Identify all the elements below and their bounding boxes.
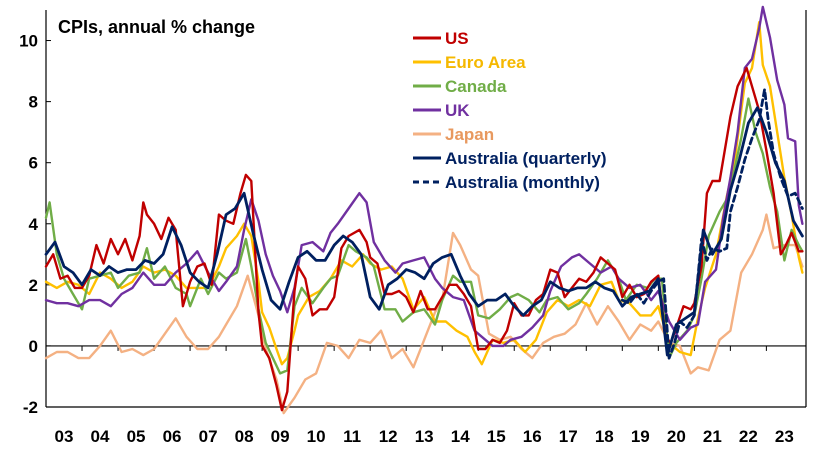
x-tick-label: 08 — [235, 427, 254, 446]
x-tick-label: 18 — [595, 427, 614, 446]
x-tick-label: 19 — [631, 427, 650, 446]
legend-label-euro-area: Euro Area — [445, 53, 526, 72]
y-tick-label: 4 — [29, 215, 39, 234]
series-line-japan — [44, 213, 804, 415]
legend-label-australia-quarterly: Australia (quarterly) — [445, 149, 607, 168]
x-tick-label: 11 — [343, 427, 361, 446]
x-tick-label: 03 — [55, 427, 74, 446]
x-tick-label: 13 — [415, 427, 434, 446]
legend: US Euro Area Canada UK Japan Australia (quart… — [413, 29, 607, 192]
y-tick-label: 0 — [29, 337, 38, 356]
series-line-us — [44, 66, 804, 412]
x-tick-label: 06 — [163, 427, 182, 446]
series-lines — [44, 5, 804, 415]
legend-label-us: US — [445, 29, 469, 48]
legend-label-canada: Canada — [445, 77, 507, 96]
x-tick-label: 07 — [199, 427, 218, 446]
x-tick-label: 23 — [775, 427, 794, 446]
y-tick-label: 6 — [29, 154, 38, 173]
legend-label-japan: Japan — [445, 125, 494, 144]
x-tick-label: 15 — [487, 427, 506, 446]
legend-label-australia-monthly: Australia (monthly) — [445, 173, 600, 192]
series-line-uk — [44, 5, 804, 348]
y-tick-label: 8 — [29, 93, 38, 112]
y-tick-label: 10 — [19, 32, 38, 51]
x-tick-label: 22 — [739, 427, 758, 446]
series-line-australia-quarterly — [44, 106, 804, 357]
axes: -2 0 2 4 6 8 10 03 04 05 06 07 08 09 10 11 12 13 14 15 16 17 1… — [19, 10, 807, 446]
x-tick-label: 10 — [307, 427, 326, 446]
x-tick-label: 20 — [667, 427, 686, 446]
y-tick-label: 2 — [29, 276, 38, 295]
x-tick-label: 21 — [703, 427, 722, 446]
x-tick-label: 16 — [523, 427, 542, 446]
x-tick-label: 17 — [559, 427, 578, 446]
chart-subtitle: CPIs, annual % change — [58, 17, 255, 37]
series-line-australia-monthly — [620, 88, 804, 360]
series-line-euro-area — [44, 21, 804, 366]
x-tick-label: 09 — [271, 427, 290, 446]
y-tick-label: -2 — [23, 398, 38, 417]
x-tick-label: 04 — [91, 427, 110, 446]
x-tick-label: 05 — [127, 427, 146, 446]
x-tick-label: 14 — [451, 427, 470, 446]
x-tick-label: 12 — [379, 427, 398, 446]
legend-label-uk: UK — [445, 101, 470, 120]
